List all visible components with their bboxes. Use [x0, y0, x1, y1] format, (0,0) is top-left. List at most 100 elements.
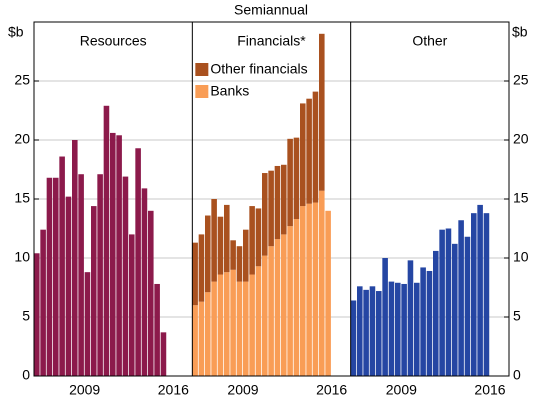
y-tick-label: 0 — [22, 367, 30, 383]
y-tick-label: 20 — [513, 131, 529, 147]
bar-segment — [217, 274, 224, 376]
legend-label: Banks — [210, 83, 249, 99]
bar — [433, 250, 439, 376]
bar — [72, 140, 78, 376]
bar-segment — [268, 246, 274, 376]
bar-segment — [198, 234, 205, 302]
bar — [135, 148, 141, 376]
bar-segment — [312, 202, 319, 376]
plot-frame — [33, 21, 510, 377]
bar — [103, 105, 110, 376]
panel-title: Financials* — [237, 33, 306, 49]
bar — [84, 272, 91, 376]
y-tick-label: 5 — [513, 308, 521, 324]
bar-segment — [319, 190, 325, 376]
bar — [78, 174, 84, 376]
legend-label: Other financials — [210, 61, 307, 77]
bar-segment — [217, 216, 224, 275]
bar-segment — [325, 210, 331, 376]
y-tick-label: 10 — [14, 249, 30, 265]
bar-segment — [211, 199, 217, 282]
bar — [97, 174, 103, 376]
bar — [129, 234, 135, 376]
bar-segment — [236, 281, 243, 376]
bar — [154, 283, 160, 376]
bar — [65, 196, 72, 376]
y-tick-label: 25 — [513, 72, 529, 88]
bar — [46, 177, 53, 376]
bar — [382, 258, 388, 376]
bar — [34, 253, 40, 376]
bar-segment — [230, 240, 236, 270]
bar-segment — [249, 206, 255, 275]
bar-segment — [255, 266, 262, 376]
bar-segment — [274, 165, 281, 240]
legend-swatch — [195, 85, 209, 98]
y-axis-label-left: $b — [8, 24, 24, 40]
bar-segment — [312, 91, 319, 203]
y-tick-label: 20 — [14, 131, 30, 147]
bar-segment — [224, 272, 230, 376]
bar-segment — [268, 170, 274, 247]
y-tick-label: 15 — [513, 190, 529, 206]
bar-segment — [274, 239, 281, 376]
bar — [388, 281, 395, 376]
bar-segment — [262, 255, 268, 376]
panel-title: Resources — [80, 33, 147, 49]
bar — [477, 204, 483, 376]
chart-title: Semiannual — [234, 2, 308, 18]
bar-segment — [198, 301, 205, 376]
x-tick-label: 2009 — [227, 382, 258, 398]
bar-segment — [300, 103, 306, 207]
bar-segment — [236, 246, 243, 282]
bar — [445, 228, 452, 376]
bar — [439, 229, 445, 376]
bar-segment — [255, 208, 262, 267]
bar-segment — [192, 242, 198, 306]
bar — [91, 206, 97, 376]
bar — [350, 300, 357, 376]
y-tick-label: 5 — [22, 308, 30, 324]
bar — [148, 210, 154, 376]
bar-segment — [300, 206, 306, 376]
bar — [483, 213, 490, 376]
x-tick-label: 2016 — [158, 382, 189, 398]
x-tick-label: 2009 — [386, 382, 417, 398]
bar-segment — [243, 281, 249, 376]
bar — [160, 332, 167, 376]
bar-segment — [243, 229, 249, 282]
bar — [59, 156, 65, 376]
y-tick-label: 10 — [513, 249, 529, 265]
bar-segment — [211, 281, 217, 376]
bar — [110, 132, 116, 376]
bar — [369, 286, 376, 376]
y-tick-label: 25 — [14, 72, 30, 88]
bar — [471, 213, 477, 376]
bar-segment — [224, 204, 230, 273]
bar-segment — [306, 203, 312, 376]
bar — [395, 282, 401, 376]
bar-segment — [192, 305, 198, 376]
bar-segment — [287, 226, 293, 376]
x-tick-label: 2016 — [474, 382, 505, 398]
bar-segment — [281, 164, 287, 235]
bar-segment — [205, 292, 211, 376]
bar-segment — [249, 274, 255, 376]
bar — [357, 286, 363, 376]
bar — [376, 291, 382, 376]
bar — [407, 260, 414, 376]
bar — [53, 177, 59, 376]
legend-swatch — [195, 63, 209, 76]
bar — [414, 282, 420, 376]
bar — [122, 176, 129, 376]
x-tick-label: 2016 — [316, 382, 347, 398]
bar — [426, 270, 433, 376]
bar — [141, 188, 148, 376]
bar — [40, 229, 46, 376]
bar-segment — [293, 137, 300, 220]
bar-segment — [293, 219, 300, 376]
y-tick-label: 0 — [513, 367, 521, 383]
bar — [464, 236, 471, 376]
y-tick-label: 15 — [14, 190, 30, 206]
bar — [458, 220, 464, 376]
